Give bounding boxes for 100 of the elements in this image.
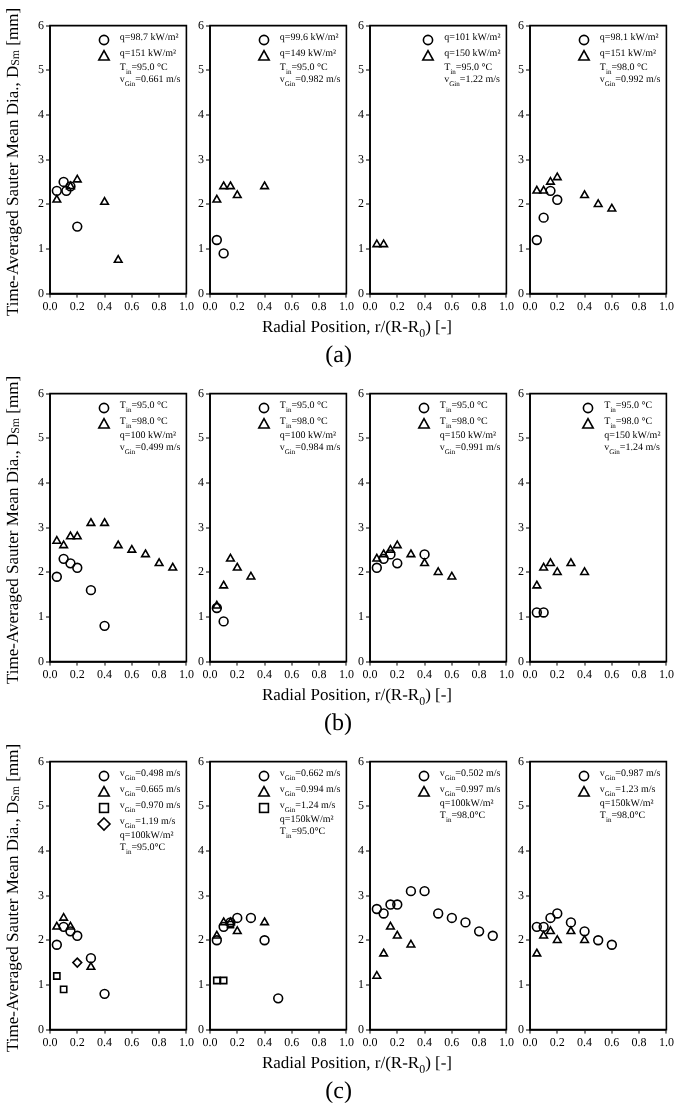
point (154, 558, 164, 567)
point (372, 553, 382, 562)
point (51, 571, 63, 582)
point (378, 553, 389, 565)
point (72, 957, 83, 968)
point (385, 921, 396, 930)
point (65, 558, 76, 569)
point (218, 616, 229, 627)
point (168, 562, 178, 571)
point (219, 976, 228, 985)
point (552, 935, 562, 944)
point (259, 181, 270, 190)
point (218, 248, 229, 259)
point (99, 620, 110, 632)
point (372, 970, 382, 979)
point (532, 948, 542, 957)
point (113, 254, 123, 264)
point (392, 899, 403, 910)
point (225, 181, 236, 190)
point (99, 196, 110, 206)
point (552, 567, 562, 576)
point (85, 952, 97, 964)
point (52, 921, 62, 930)
point (566, 558, 576, 567)
point (579, 926, 590, 937)
point (565, 917, 577, 928)
point (86, 517, 96, 527)
point (392, 558, 403, 569)
point (406, 939, 416, 948)
point (406, 549, 416, 558)
text: (b) (322, 708, 352, 738)
point (218, 921, 229, 933)
point (419, 558, 430, 567)
point (379, 549, 389, 558)
point (232, 912, 243, 924)
point (593, 935, 604, 946)
point (531, 234, 543, 246)
point (446, 912, 458, 924)
point (545, 176, 556, 185)
point (211, 234, 223, 246)
point (52, 194, 62, 203)
point (127, 544, 137, 553)
point (65, 531, 76, 540)
point (225, 553, 236, 562)
point (392, 930, 402, 939)
point (433, 908, 444, 919)
point (52, 972, 61, 980)
point (593, 199, 603, 208)
point (245, 912, 257, 924)
point (433, 567, 443, 576)
point (473, 926, 485, 937)
point (531, 607, 543, 618)
point (552, 194, 563, 205)
point (539, 930, 549, 939)
point (140, 549, 151, 558)
point (246, 571, 256, 580)
point (219, 580, 229, 589)
point (61, 185, 72, 197)
point (212, 600, 222, 609)
point (539, 185, 549, 194)
point (371, 903, 383, 915)
point (99, 988, 110, 1000)
x-axis-title: Radial Position, r/(R-R$_{0}$) [-] (259, 1052, 455, 1078)
point (579, 935, 590, 944)
point (539, 562, 549, 571)
point (447, 571, 457, 580)
point (392, 540, 402, 549)
point (58, 176, 69, 188)
point (212, 194, 222, 203)
point (552, 908, 563, 919)
point (59, 540, 69, 549)
point (211, 602, 223, 614)
point (232, 562, 242, 571)
text: (c) (323, 1076, 352, 1106)
point (606, 939, 618, 950)
point (545, 926, 556, 935)
point (212, 976, 221, 985)
point (219, 181, 229, 190)
point (579, 567, 590, 576)
point (232, 190, 242, 199)
point (532, 185, 542, 194)
point (545, 185, 556, 197)
point (532, 580, 542, 589)
point (59, 985, 68, 994)
point (72, 221, 83, 232)
point (99, 517, 110, 527)
point (385, 549, 396, 560)
point (545, 912, 556, 924)
point (460, 917, 471, 928)
point (378, 908, 389, 919)
point (566, 926, 576, 935)
point (538, 212, 549, 223)
point (72, 562, 83, 573)
point (371, 562, 383, 573)
point (419, 885, 430, 897)
point (113, 540, 123, 549)
point (538, 921, 549, 933)
x-axis-title: Radial Position, r/(R-R$_{0}$) [-] (259, 316, 455, 342)
point (538, 607, 549, 618)
point (51, 939, 63, 950)
